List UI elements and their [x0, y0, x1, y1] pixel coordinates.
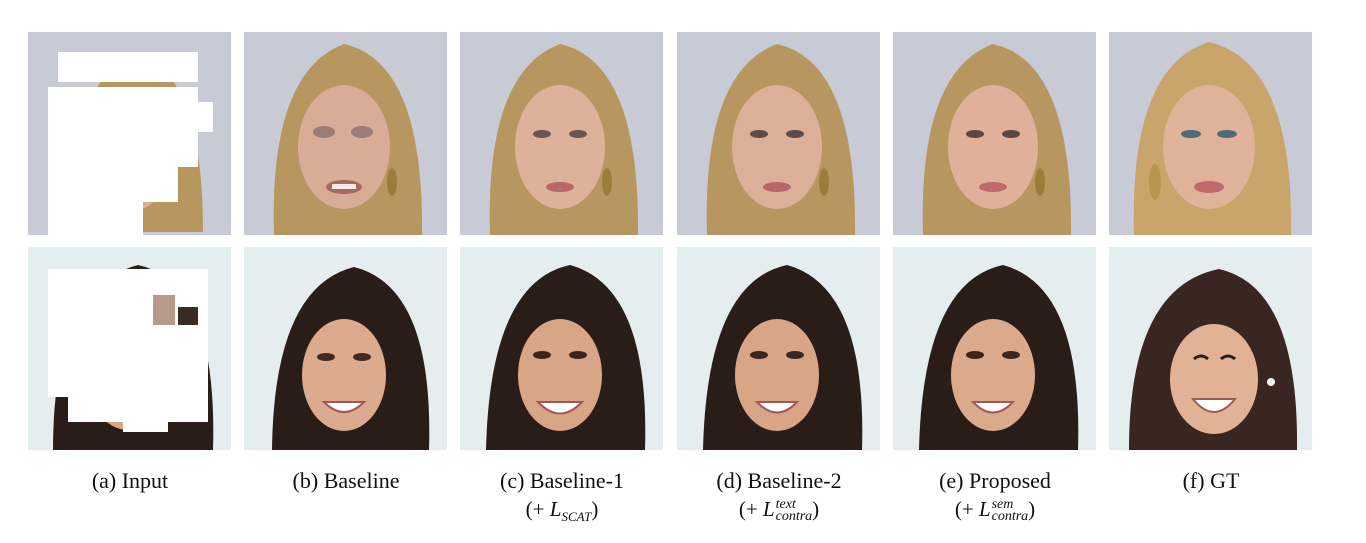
caption-d-line1: (d) Baseline-2 [716, 468, 842, 493]
image-baseline-blonde [244, 32, 447, 235]
image-baseline-brunette [244, 247, 447, 450]
image-baseline1-blonde [460, 32, 663, 235]
caption-b-text: (b) Baseline [292, 468, 400, 493]
image-proposed-blonde [893, 32, 1096, 235]
image-input-blonde [28, 32, 231, 235]
image-gt-brunette [1109, 247, 1312, 450]
image-proposed-brunette [893, 247, 1096, 450]
image-baseline1-brunette [460, 247, 663, 450]
caption-e-line1: (e) Proposed [939, 468, 1051, 493]
caption-c-line1: (c) Baseline-1 [500, 468, 624, 493]
caption-a-text: (a) Input [91, 468, 169, 493]
image-baseline2-blonde [677, 32, 880, 235]
caption-c: (c) Baseline-1 (+ LSCAT) [452, 467, 672, 531]
caption-a: (a) Input [20, 467, 240, 495]
caption-c-line2: (+ LSCAT) [525, 497, 599, 525]
caption-b: (b) Baseline [236, 467, 456, 495]
caption-f: (f) GT [1101, 467, 1321, 495]
image-baseline2-brunette [677, 247, 880, 450]
caption-f-text: (f) GT [1182, 468, 1240, 493]
image-input-brunette [28, 247, 231, 450]
image-gt-blonde [1109, 32, 1312, 235]
